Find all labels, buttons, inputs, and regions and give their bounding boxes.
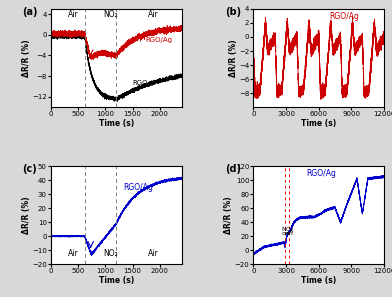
- Text: NO₂: NO₂: [104, 249, 118, 258]
- X-axis label: Time (s): Time (s): [99, 119, 134, 128]
- Y-axis label: ΔR/R (%): ΔR/R (%): [22, 39, 31, 77]
- Text: off: off: [285, 231, 294, 236]
- Text: NO₂: NO₂: [104, 10, 118, 19]
- X-axis label: Time (s): Time (s): [301, 119, 336, 128]
- Y-axis label: ΔR/R (%): ΔR/R (%): [224, 196, 233, 234]
- Text: on: on: [281, 231, 289, 236]
- Text: Air: Air: [147, 249, 158, 258]
- Text: RGO/Ag: RGO/Ag: [145, 37, 172, 43]
- X-axis label: Time (s): Time (s): [99, 276, 134, 285]
- X-axis label: Time (s): Time (s): [301, 276, 336, 285]
- Text: (a): (a): [22, 7, 38, 17]
- Text: RGO: RGO: [132, 80, 147, 86]
- Text: RGO/Ag: RGO/Ag: [123, 183, 153, 192]
- Text: (b): (b): [225, 7, 241, 17]
- Text: NO₂: NO₂: [281, 227, 293, 232]
- Text: (c): (c): [22, 164, 37, 174]
- Text: (d): (d): [225, 164, 241, 174]
- Y-axis label: ΔR/R (%): ΔR/R (%): [22, 196, 31, 234]
- Text: Air: Air: [68, 249, 78, 258]
- Y-axis label: ΔR/R (%): ΔR/R (%): [229, 39, 238, 77]
- Text: Air: Air: [68, 10, 78, 19]
- Text: RGO/Ag: RGO/Ag: [329, 12, 359, 21]
- Text: RGO/Ag: RGO/Ag: [306, 169, 336, 178]
- Text: Air: Air: [147, 10, 158, 19]
